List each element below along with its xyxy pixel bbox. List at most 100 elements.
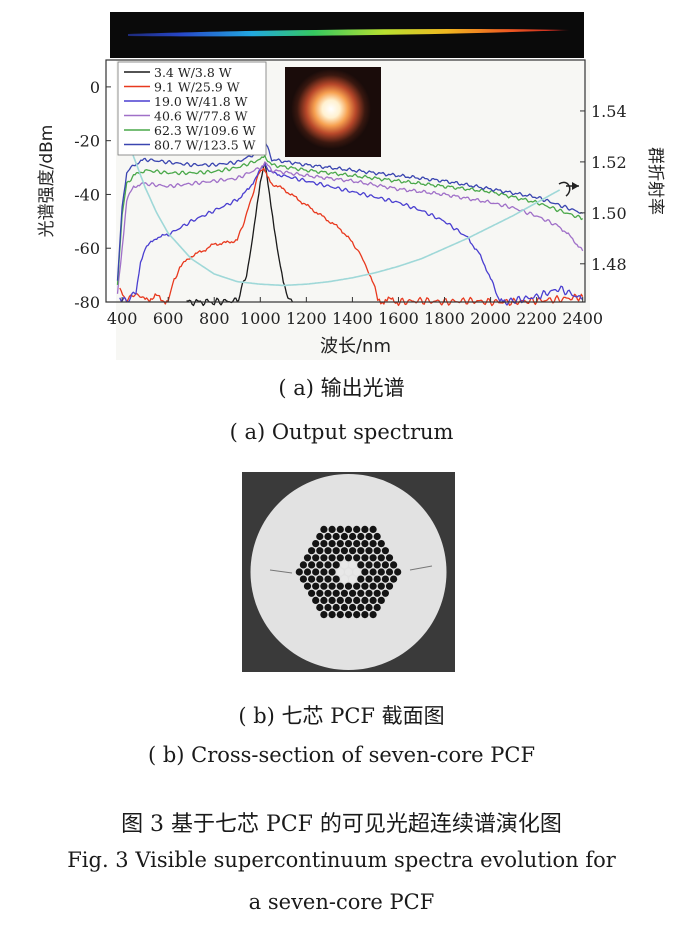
air-hole (357, 603, 365, 612)
figure-caption-chinese: 图 3 基于七芯 PCF 的可见光超连续谱演化图 (121, 812, 562, 837)
air-hole (344, 596, 353, 604)
air-hole (299, 575, 307, 583)
y-axis-label: 光谱强度/dBm (37, 125, 57, 238)
legend-label: 40.6 W/77.8 W (154, 109, 248, 124)
air-hole (361, 525, 369, 533)
air-hole (303, 568, 312, 576)
y-tick-label: 0 (90, 78, 100, 97)
air-hole (377, 582, 385, 590)
air-hole (361, 611, 369, 619)
air-hole (340, 547, 348, 555)
figure-caption-english-line2: a seven-core PCF (248, 890, 435, 914)
fiber-core (340, 575, 348, 583)
fiber-core (336, 568, 344, 576)
air-hole (365, 532, 373, 541)
x-tick-label: 2000 (470, 309, 511, 328)
y-tick-label: -60 (74, 239, 100, 258)
fiber-core (340, 561, 348, 569)
x-tick-label: 1200 (286, 309, 327, 328)
air-hole (308, 547, 316, 555)
x-tick-label: 2200 (516, 309, 557, 328)
air-hole (332, 532, 340, 541)
air-hole (320, 568, 328, 576)
series-line-3 (116, 161, 584, 294)
air-hole (332, 603, 340, 612)
y-tick-label: -20 (74, 132, 100, 151)
air-hole (353, 582, 361, 590)
spectrum-figure: 400 600 800 1000 1200 1400 1600 1800 2000 2200 240… (37, 12, 665, 360)
air-hole (365, 603, 373, 612)
x-tick-label: 1400 (332, 309, 373, 328)
x-tick-label: 600 (153, 309, 184, 328)
air-hole (361, 540, 369, 548)
air-hole (336, 582, 344, 590)
x-tick-label: 400 (107, 309, 138, 328)
air-hole (312, 540, 320, 548)
air-hole (320, 554, 328, 562)
air-hole (312, 596, 320, 604)
air-hole (365, 547, 373, 555)
air-hole (353, 540, 361, 548)
air-hole (353, 596, 361, 604)
air-hole (369, 582, 377, 590)
series-line-4 (116, 155, 584, 285)
figure-caption-english-line1: Fig. 3 Visible supercontinuum spectra ev… (67, 848, 616, 872)
cladding-mark-lines (269, 565, 433, 574)
y2-tick-label: 1.50 (591, 204, 627, 223)
legend-label: 19.0 W/41.8 W (154, 94, 248, 109)
air-hole (349, 589, 357, 597)
plot-frame (105, 59, 586, 303)
air-hole (353, 611, 361, 619)
air-hole (373, 575, 381, 583)
air-hole (340, 589, 348, 597)
air-hole (369, 525, 377, 533)
air-hole (312, 582, 320, 590)
air-hole (365, 589, 373, 597)
x-axis-label: 波长/nm (320, 336, 391, 357)
air-hole (344, 525, 353, 533)
air-hole (369, 554, 377, 562)
air-hole (328, 568, 336, 576)
air-hole (324, 603, 332, 612)
air-hole (353, 525, 361, 533)
air-hole (332, 589, 340, 597)
y-tick-label: -40 (74, 185, 100, 204)
air-hole (336, 596, 344, 604)
air-hole (344, 554, 353, 562)
air-hole (328, 596, 336, 604)
series-line-2 (119, 163, 583, 306)
air-hole (320, 525, 328, 533)
air-hole (336, 554, 344, 562)
air-hole (308, 575, 316, 583)
air-hole (344, 582, 353, 590)
pcf-cross-section-image (242, 472, 455, 672)
legend-label: 80.7 W/123.5 W (154, 138, 256, 153)
air-hole (328, 611, 336, 619)
air-hole (385, 554, 394, 562)
air-hole (308, 589, 316, 597)
arrowhead-icon (572, 182, 579, 190)
air-hole (373, 561, 381, 569)
caption-b-chinese: ( b) 七芯 PCF 截面图 (238, 704, 445, 728)
x-tick-label: 800 (199, 309, 230, 328)
air-hole (316, 589, 324, 597)
air-hole (357, 589, 365, 597)
air-hole (316, 532, 324, 541)
air-hole (344, 540, 353, 548)
air-hole (320, 596, 328, 604)
x-tick-label: 1800 (424, 309, 465, 328)
output-spot (291, 69, 371, 149)
air-hole (349, 532, 357, 541)
air-hole (385, 568, 394, 576)
air-hole (373, 589, 381, 597)
air-hole (381, 589, 389, 597)
air-hole (353, 554, 361, 562)
air-hole (373, 532, 381, 541)
air-hole (381, 575, 389, 583)
air-hole (394, 568, 402, 576)
air-hole (340, 603, 348, 612)
air-hole (349, 547, 357, 555)
air-hole (324, 561, 332, 569)
air-hole (357, 532, 365, 541)
air-hole (377, 554, 385, 562)
